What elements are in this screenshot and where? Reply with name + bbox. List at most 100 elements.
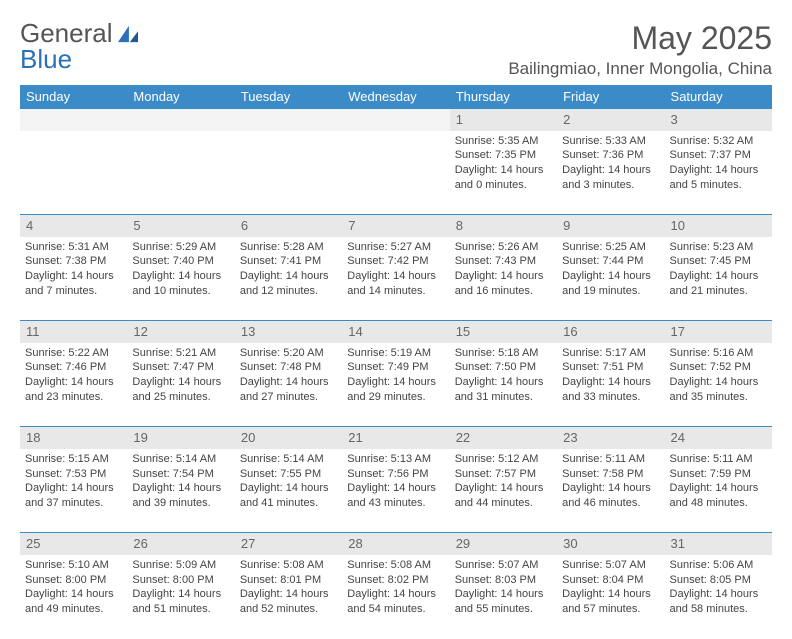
daylight-text: Daylight: 14 hours [240, 481, 337, 496]
daylight-text: Daylight: 14 hours [455, 375, 552, 390]
sunset-text: Sunset: 7:47 PM [132, 360, 229, 375]
sunrise-text: Sunrise: 5:33 AM [562, 134, 659, 149]
title-block: May 2025 Bailingmiao, Inner Mongolia, Ch… [508, 20, 772, 79]
day-number-cell: 1 [450, 109, 557, 131]
sunset-text: Sunset: 7:50 PM [455, 360, 552, 375]
day-cell: Sunrise: 5:12 AMSunset: 7:57 PMDaylight:… [450, 449, 557, 533]
sunrise-text: Sunrise: 5:11 AM [562, 452, 659, 467]
logo-sail-icon [115, 20, 141, 46]
day-number-row: 18192021222324 [20, 427, 772, 449]
day-number-cell: 19 [127, 427, 234, 449]
day-number-row: 25262728293031 [20, 533, 772, 555]
day-cell: Sunrise: 5:20 AMSunset: 7:48 PMDaylight:… [235, 343, 342, 427]
daylight-text: Daylight: 14 hours [670, 375, 767, 390]
day-number-cell: 12 [127, 321, 234, 343]
day-cell: Sunrise: 5:33 AMSunset: 7:36 PMDaylight:… [557, 131, 664, 215]
sunset-text: Sunset: 8:04 PM [562, 573, 659, 588]
day-cell: Sunrise: 5:18 AMSunset: 7:50 PMDaylight:… [450, 343, 557, 427]
sunset-text: Sunset: 7:40 PM [132, 254, 229, 269]
weekday-header: Sunday [20, 85, 127, 109]
sunrise-text: Sunrise: 5:23 AM [670, 240, 767, 255]
sunrise-text: Sunrise: 5:15 AM [25, 452, 122, 467]
daylight-text: Daylight: 14 hours [25, 587, 122, 602]
sunset-text: Sunset: 8:00 PM [25, 573, 122, 588]
weekday-header-row: Sunday Monday Tuesday Wednesday Thursday… [20, 85, 772, 109]
daylight-text: Daylight: 14 hours [132, 269, 229, 284]
day-number-cell: 30 [557, 533, 664, 555]
day-cell [20, 131, 127, 215]
daylight-text: and 3 minutes. [562, 178, 659, 193]
daylight-text: and 10 minutes. [132, 284, 229, 299]
day-cell [127, 131, 234, 215]
daylight-text: and 52 minutes. [240, 602, 337, 617]
day-number-cell: 25 [20, 533, 127, 555]
day-cell: Sunrise: 5:22 AMSunset: 7:46 PMDaylight:… [20, 343, 127, 427]
day-number-cell [20, 109, 127, 131]
day-number-cell: 16 [557, 321, 664, 343]
sunset-text: Sunset: 8:03 PM [455, 573, 552, 588]
daylight-text: and 21 minutes. [670, 284, 767, 299]
day-cell: Sunrise: 5:32 AMSunset: 7:37 PMDaylight:… [665, 131, 772, 215]
sunset-text: Sunset: 7:53 PM [25, 467, 122, 482]
daylight-text: Daylight: 14 hours [455, 587, 552, 602]
sunset-text: Sunset: 7:36 PM [562, 148, 659, 163]
day-number-cell: 6 [235, 215, 342, 237]
day-cell [235, 131, 342, 215]
daylight-text: and 39 minutes. [132, 496, 229, 511]
daylight-text: and 43 minutes. [347, 496, 444, 511]
sunset-text: Sunset: 7:57 PM [455, 467, 552, 482]
day-number-cell: 10 [665, 215, 772, 237]
day-cell: Sunrise: 5:21 AMSunset: 7:47 PMDaylight:… [127, 343, 234, 427]
sunrise-text: Sunrise: 5:21 AM [132, 346, 229, 361]
sunrise-text: Sunrise: 5:13 AM [347, 452, 444, 467]
day-number-row: 45678910 [20, 215, 772, 237]
day-number-cell: 29 [450, 533, 557, 555]
logo: GeneralBlue [20, 20, 141, 72]
weekday-header: Tuesday [235, 85, 342, 109]
day-cell: Sunrise: 5:14 AMSunset: 7:55 PMDaylight:… [235, 449, 342, 533]
day-number-row: 11121314151617 [20, 321, 772, 343]
sunset-text: Sunset: 7:42 PM [347, 254, 444, 269]
day-cell: Sunrise: 5:23 AMSunset: 7:45 PMDaylight:… [665, 237, 772, 321]
day-content-row: Sunrise: 5:31 AMSunset: 7:38 PMDaylight:… [20, 237, 772, 321]
sunset-text: Sunset: 8:02 PM [347, 573, 444, 588]
day-number-cell: 15 [450, 321, 557, 343]
day-cell: Sunrise: 5:19 AMSunset: 7:49 PMDaylight:… [342, 343, 449, 427]
day-cell: Sunrise: 5:25 AMSunset: 7:44 PMDaylight:… [557, 237, 664, 321]
daylight-text: Daylight: 14 hours [562, 481, 659, 496]
sunset-text: Sunset: 7:46 PM [25, 360, 122, 375]
daylight-text: Daylight: 14 hours [455, 163, 552, 178]
sunrise-text: Sunrise: 5:22 AM [25, 346, 122, 361]
daylight-text: and 35 minutes. [670, 390, 767, 405]
daylight-text: Daylight: 14 hours [240, 269, 337, 284]
weekday-header: Friday [557, 85, 664, 109]
day-cell [342, 131, 449, 215]
daylight-text: and 51 minutes. [132, 602, 229, 617]
sunrise-text: Sunrise: 5:19 AM [347, 346, 444, 361]
sunset-text: Sunset: 8:05 PM [670, 573, 767, 588]
sunrise-text: Sunrise: 5:14 AM [240, 452, 337, 467]
calendar-table: Sunday Monday Tuesday Wednesday Thursday… [20, 85, 772, 639]
day-number-cell: 3 [665, 109, 772, 131]
daylight-text: Daylight: 14 hours [670, 587, 767, 602]
sunset-text: Sunset: 7:41 PM [240, 254, 337, 269]
daylight-text: and 12 minutes. [240, 284, 337, 299]
month-title: May 2025 [508, 20, 772, 57]
day-number-cell: 27 [235, 533, 342, 555]
sunrise-text: Sunrise: 5:08 AM [240, 558, 337, 573]
day-cell: Sunrise: 5:27 AMSunset: 7:42 PMDaylight:… [342, 237, 449, 321]
daylight-text: Daylight: 14 hours [670, 481, 767, 496]
daylight-text: and 5 minutes. [670, 178, 767, 193]
sunrise-text: Sunrise: 5:14 AM [132, 452, 229, 467]
day-number-cell: 28 [342, 533, 449, 555]
sunset-text: Sunset: 7:43 PM [455, 254, 552, 269]
daylight-text: Daylight: 14 hours [562, 587, 659, 602]
day-cell: Sunrise: 5:13 AMSunset: 7:56 PMDaylight:… [342, 449, 449, 533]
daylight-text: and 31 minutes. [455, 390, 552, 405]
day-cell: Sunrise: 5:07 AMSunset: 8:03 PMDaylight:… [450, 555, 557, 639]
day-number-cell: 5 [127, 215, 234, 237]
sunrise-text: Sunrise: 5:26 AM [455, 240, 552, 255]
day-content-row: Sunrise: 5:15 AMSunset: 7:53 PM Daylight:… [20, 449, 772, 533]
sunrise-text: Sunrise: 5:25 AM [562, 240, 659, 255]
day-cell: Sunrise: 5:28 AMSunset: 7:41 PMDaylight:… [235, 237, 342, 321]
